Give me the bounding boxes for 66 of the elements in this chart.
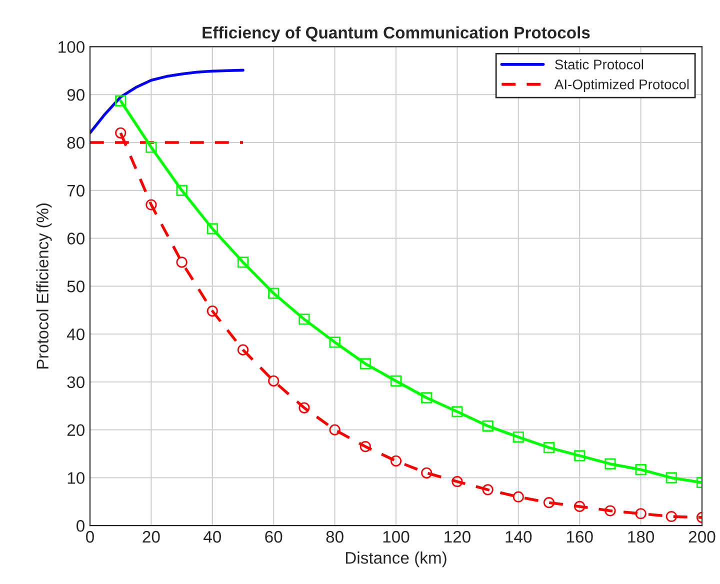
point	[452, 406, 463, 418]
y-tick-label: 60	[67, 232, 84, 244]
point	[666, 510, 677, 522]
point	[298, 314, 310, 325]
point	[146, 142, 157, 153]
point	[206, 306, 218, 317]
y-tick-label: 70	[67, 184, 84, 197]
x-tick-label: 160	[566, 530, 593, 543]
point	[146, 199, 157, 210]
y-tick-label: 40	[66, 328, 84, 340]
point	[666, 472, 677, 484]
y-tick-label: 90	[67, 89, 84, 101]
point	[298, 402, 310, 414]
y-tick-label: 30	[67, 376, 84, 388]
point	[115, 95, 126, 106]
point	[360, 441, 371, 452]
point	[543, 497, 555, 508]
point	[390, 455, 402, 467]
x-tick-label: 180	[628, 530, 654, 543]
point	[268, 375, 280, 387]
point	[452, 476, 463, 488]
x-tick-label: 100	[383, 530, 410, 543]
point	[176, 256, 188, 268]
point	[176, 184, 188, 196]
y-tick-label: 10	[68, 472, 84, 484]
y-tick-label: 20	[67, 424, 84, 436]
point	[604, 505, 616, 516]
point	[604, 458, 616, 470]
x-axis-title: Distance (km)	[346, 552, 446, 568]
y-tick-label: 50	[67, 280, 84, 292]
point	[543, 442, 555, 454]
x-tick-label: 40	[204, 530, 222, 543]
line-series	[90, 68, 244, 134]
legend-label: Static Protocol	[555, 59, 644, 70]
x-tick-label: 0	[86, 530, 94, 543]
point	[482, 420, 494, 432]
point	[390, 375, 402, 387]
x-tick-label: 120	[444, 530, 470, 543]
point	[421, 392, 432, 404]
point	[329, 424, 340, 436]
point	[268, 288, 280, 299]
point	[237, 256, 249, 268]
point	[360, 358, 371, 370]
point	[237, 344, 249, 356]
point	[635, 508, 646, 520]
y-tick-label: 0	[76, 520, 84, 532]
y-axis-title: Protocol Efficiency (%)	[36, 204, 52, 368]
point	[574, 500, 586, 512]
point	[329, 336, 340, 348]
point	[574, 450, 586, 462]
x-tick-label: 60	[265, 530, 282, 543]
chart-title: Efficiency of Quantum Communication Protocols	[202, 26, 590, 42]
legend-label: AI-Optimized Protocol	[554, 79, 689, 92]
point	[512, 431, 524, 443]
x-tick-label: 20	[142, 530, 160, 543]
x-tick-label: 200	[688, 530, 716, 543]
x-tick-label: 80	[326, 530, 344, 543]
y-tick-label: 80	[67, 136, 84, 149]
y-tick-label: 100	[58, 41, 84, 53]
point	[115, 127, 126, 138]
point	[206, 223, 218, 234]
point	[482, 484, 494, 496]
point	[635, 464, 646, 476]
point	[512, 491, 524, 502]
x-tick-label: 140	[506, 530, 532, 543]
point	[421, 467, 432, 478]
